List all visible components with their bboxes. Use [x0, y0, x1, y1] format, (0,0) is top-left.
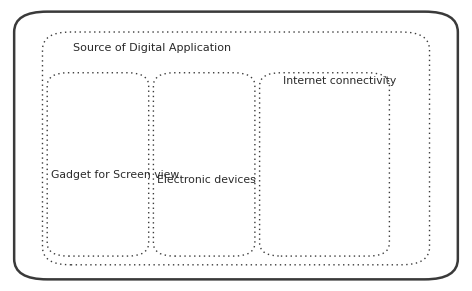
Text: Source of Digital Application: Source of Digital Application: [73, 43, 231, 53]
FancyBboxPatch shape: [153, 73, 255, 256]
Text: Electronic devices: Electronic devices: [157, 175, 256, 185]
FancyBboxPatch shape: [14, 12, 458, 279]
Text: Gadget for Screen view: Gadget for Screen view: [51, 170, 179, 180]
Text: Internet connectivity: Internet connectivity: [283, 77, 396, 86]
FancyBboxPatch shape: [260, 73, 389, 256]
FancyBboxPatch shape: [47, 73, 149, 256]
